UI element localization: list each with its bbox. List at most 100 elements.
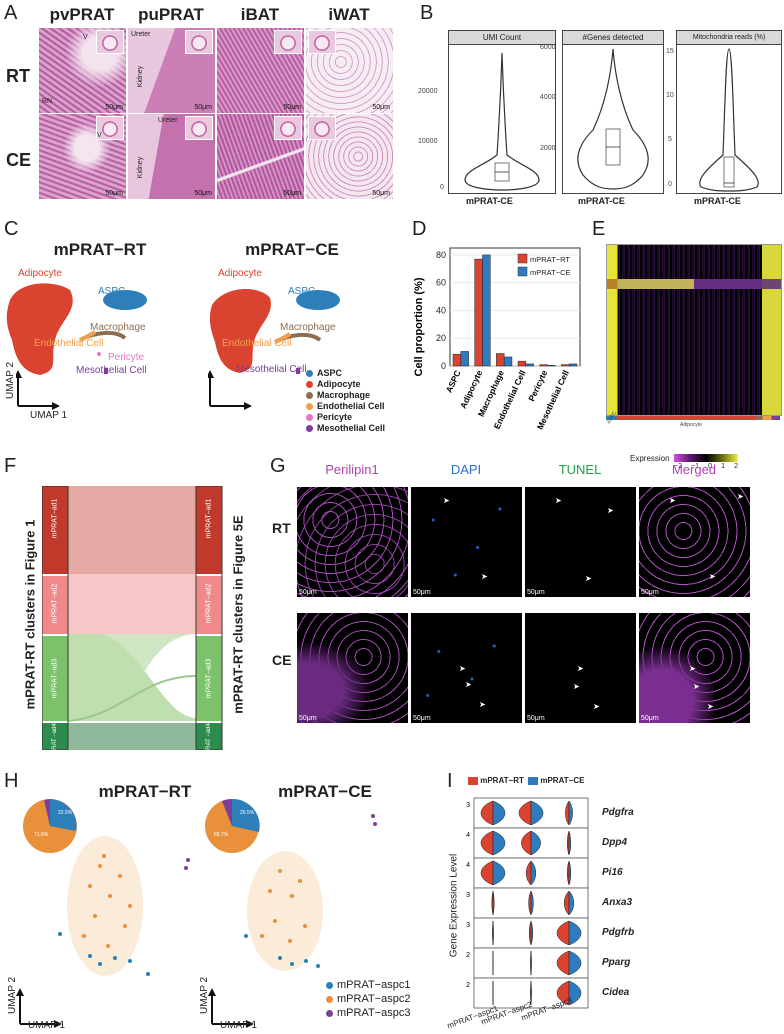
split-violin-ce — [568, 800, 573, 826]
gene-label-anxa3: Anxa3 — [602, 897, 633, 908]
gene-label-pparg: Pparg — [602, 957, 631, 968]
split-violin-ce — [492, 830, 506, 856]
histology-pvprat-ce: V 50μm — [38, 113, 127, 200]
split-violin-ce — [568, 890, 575, 916]
panel-label-b: B — [420, 2, 434, 24]
alluvial-node-right-ad4: mPRAT −ad4 — [206, 723, 212, 759]
y-tick: 5 — [668, 136, 672, 143]
split-violin-ce — [492, 860, 506, 886]
violin-title: #Genes detected — [563, 31, 663, 45]
gene-label-cidea: Cidea — [602, 987, 630, 998]
alluvial-node-right-ad3: mPRAT−ad3 — [205, 658, 213, 699]
annot-ureter: Ureter — [158, 117, 178, 124]
image-perilipin1-ce: 50μm — [296, 612, 409, 724]
adipocyte-cluster-ce — [209, 288, 271, 373]
arrow-icon: ➤ — [481, 572, 488, 581]
legend-dot — [306, 370, 313, 378]
legend-dot — [326, 995, 333, 1003]
y-tick-label: 40 — [436, 305, 446, 315]
bar-rt — [474, 258, 483, 367]
split-violin-ce — [530, 860, 537, 886]
mesothelial-cluster-rt — [104, 368, 108, 374]
split-violin-ce — [530, 920, 534, 946]
legend-item-mesothelial: Mesothelial Cell — [306, 423, 385, 434]
cluster-label-pericyte-rt: Pericyte — [108, 352, 145, 363]
bar-ce — [503, 356, 513, 367]
y-tick: 20000 — [418, 88, 438, 95]
image-merged-ce: ➤ ➤ ➤ 50μm — [638, 612, 751, 724]
endothelial-cluster-rt — [79, 330, 97, 342]
arrow-icon: ➤ — [607, 506, 614, 515]
x-tick-label: ASPC — [444, 369, 463, 395]
arrow-icon: ➤ — [689, 664, 696, 673]
pie-label-rt-aspc1: 22.5% — [58, 810, 73, 816]
histology-iwat-ce: 50μm — [305, 113, 394, 200]
split-violin-ce — [530, 890, 534, 916]
legend-dot — [306, 414, 313, 422]
inset-zoom — [185, 116, 213, 140]
alluvial-left-axis-label: mPRAT-RT clusters in Figure 1 — [22, 519, 38, 710]
row-label-rt: RT — [6, 66, 30, 86]
x-label: mPRAT-CE — [578, 196, 625, 206]
y-tick-label: 4 — [466, 832, 470, 839]
pie-rt — [23, 799, 77, 853]
histology-puprat-rt: Ureter Kidney 50μm — [127, 27, 216, 114]
legend-item-aspc1: mPRAT−aspc1 — [326, 978, 410, 992]
bar-ce — [460, 351, 469, 367]
cluster-label-adipocyte-ce: Adipocyte — [218, 268, 262, 279]
stain-title-perilipin1: Perilipin1 — [325, 462, 379, 477]
split-violin-ce — [492, 920, 494, 946]
split-violin-ce — [530, 830, 541, 856]
row-label-ce: CE — [272, 652, 292, 668]
panel-label-d: D — [412, 218, 427, 240]
cluster-label-adipocyte-rt: Adipocyte — [18, 268, 62, 279]
stain-title-dapi: DAPI — [450, 462, 482, 477]
legend-dot — [326, 981, 333, 989]
y-tick-label: 20 — [436, 333, 446, 343]
split-violin-ce — [568, 950, 582, 976]
cluster-label-endothelial-rt: Endothelial Cell — [34, 338, 104, 349]
bar-rt — [496, 353, 505, 367]
arrow-icon: ➤ — [709, 572, 716, 581]
umap-y-label: UMAP 2 — [5, 361, 17, 400]
violin-title: UMI Count — [449, 31, 555, 45]
panel-label-e: E — [592, 218, 606, 240]
bar-ce — [547, 365, 556, 367]
pericyte-cluster-rt — [97, 352, 101, 356]
legend-swatch — [468, 776, 478, 785]
histology-pvprat-rt: RN V 50μm — [38, 27, 127, 114]
legend-item-endothelial: Endothelial Cell — [306, 401, 385, 412]
pie-label-ce-aspc1: 26.5% — [240, 810, 255, 816]
image-tunel-rt: ➤ ➤ ➤ 50μm — [524, 486, 637, 598]
alluvial-node-right-ad2: mPRAT−ad2 — [205, 583, 213, 624]
inset-zoom — [308, 30, 336, 54]
arrow-icon: ➤ — [555, 496, 562, 505]
cluster-label-aspc-rt: ASPC — [98, 286, 126, 297]
aspc-cluster-rt — [103, 290, 147, 310]
aspc-umap-y-label: UMAP 2 — [199, 976, 211, 1015]
violin-plot — [577, 48, 649, 190]
scalebar: 50μm — [105, 104, 123, 111]
legend-item-adipocyte: Adipocyte — [306, 379, 385, 390]
x-tick-label: Pericyte — [526, 368, 549, 402]
arrow-icon: ➤ — [693, 682, 700, 691]
plot-area — [449, 247, 581, 367]
y-tick: 10000 — [418, 138, 438, 145]
panel-label-c: C — [4, 218, 19, 240]
panel-label-f: F — [4, 455, 17, 477]
umap-legend: ASPC Adipocyte Macrophage Endothelial Ce… — [306, 368, 385, 434]
y-tick-label: 0 — [441, 361, 446, 371]
legend-dot — [306, 392, 313, 400]
scalebar: 50μm — [283, 190, 301, 197]
alluvial-node-right-ad1: mPRAT−ad1 — [205, 498, 213, 539]
y-axis-label: Cell proportion (%) — [413, 277, 425, 376]
pie-label-ce-aspc2: 68.7% — [214, 832, 229, 838]
scalebar: 50μm — [194, 190, 212, 197]
split-violin-ce — [568, 830, 572, 856]
scalebar: 50μm — [194, 104, 212, 111]
aspc3-cluster — [184, 814, 377, 870]
legend-item-pericyte: Pericyte — [306, 412, 385, 423]
legend-item-macrophage: Macrophage — [306, 390, 385, 401]
y-tick: 0 — [668, 181, 672, 188]
cluster-label-macrophage-ce: Macrophage — [280, 322, 336, 333]
